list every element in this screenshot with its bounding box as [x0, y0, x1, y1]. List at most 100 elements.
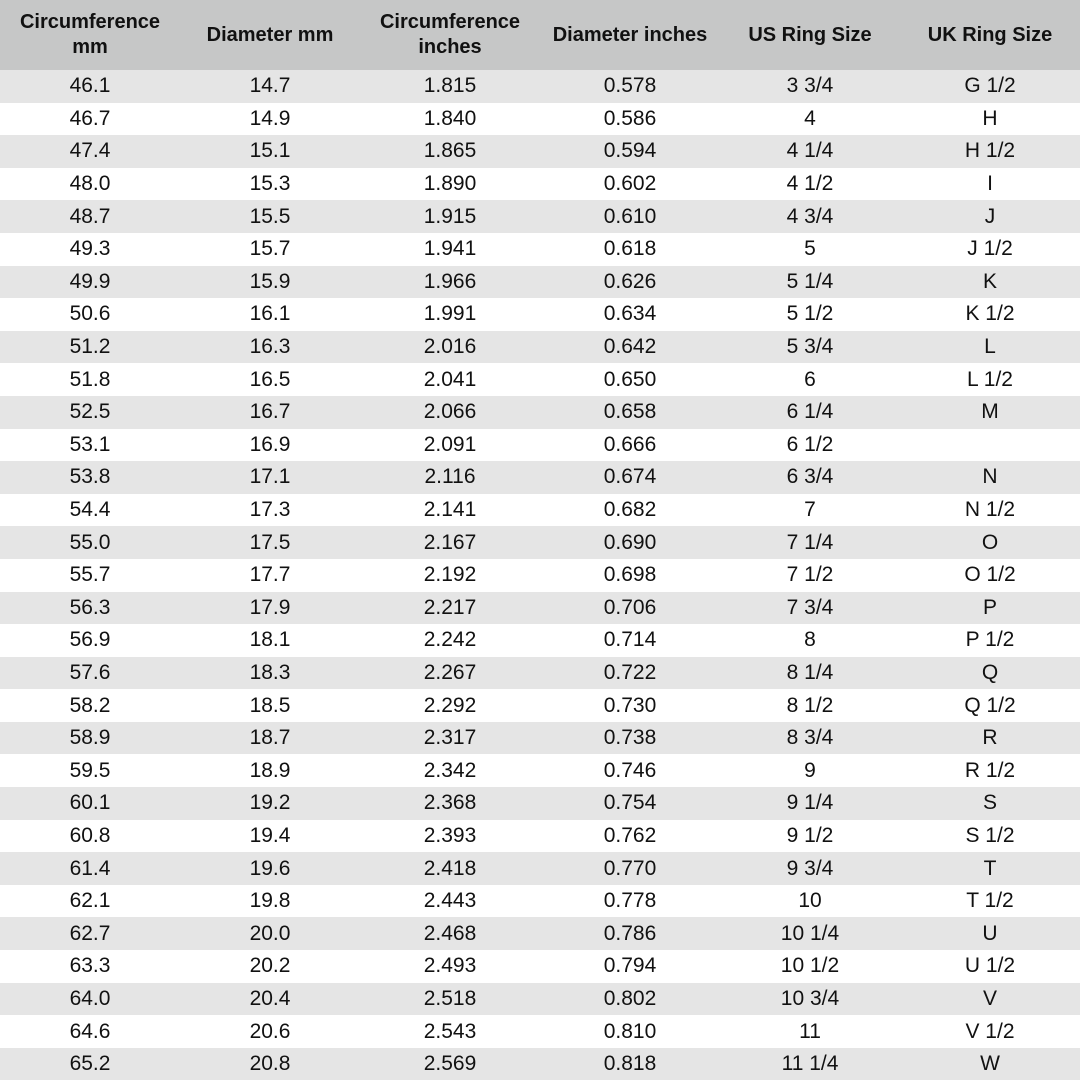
- cell-us-ring-size: 7 1/4: [720, 526, 900, 559]
- cell-circumference-inches: 2.217: [360, 591, 540, 625]
- cell-circumference-mm: 64.0: [0, 982, 180, 1016]
- cell-diameter-mm: 19.2: [180, 787, 360, 820]
- cell-uk-ring-size: V 1/2: [900, 1015, 1080, 1048]
- cell-diameter-mm: 16.9: [180, 428, 360, 462]
- cell-circumference-mm: 55.0: [0, 526, 180, 559]
- cell-circumference-inches: 1.890: [360, 167, 540, 201]
- cell-uk-ring-size: R 1/2: [900, 754, 1080, 788]
- cell-us-ring-size: 10 3/4: [720, 982, 900, 1016]
- cell-circumference-mm: 59.5: [0, 754, 180, 788]
- table-row: 56.9 18.1 2.242 0.714 8 P 1/2: [0, 624, 1080, 657]
- cell-diameter-inches: 0.586: [540, 102, 720, 136]
- cell-diameter-inches: 0.682: [540, 493, 720, 527]
- cell-us-ring-size: 8 1/2: [720, 689, 900, 722]
- cell-diameter-inches: 0.666: [540, 428, 720, 462]
- cell-circumference-mm: 57.6: [0, 656, 180, 690]
- table-row: 53.1 16.9 2.091 0.666 6 1/2: [0, 428, 1080, 462]
- cell-diameter-mm: 20.4: [180, 982, 360, 1016]
- cell-us-ring-size: 11: [720, 1015, 900, 1048]
- cell-circumference-inches: 2.543: [360, 1015, 540, 1048]
- cell-diameter-inches: 0.658: [540, 395, 720, 429]
- cell-uk-ring-size: N: [900, 461, 1080, 494]
- cell-uk-ring-size: S: [900, 787, 1080, 820]
- cell-diameter-inches: 0.690: [540, 526, 720, 559]
- table-row: 52.5 16.7 2.066 0.658 6 1/4 M: [0, 395, 1080, 429]
- cell-diameter-mm: 18.5: [180, 689, 360, 722]
- cell-circumference-inches: 1.966: [360, 265, 540, 299]
- cell-diameter-mm: 20.2: [180, 950, 360, 983]
- cell-circumference-mm: 47.4: [0, 135, 180, 168]
- cell-uk-ring-size: V: [900, 982, 1080, 1016]
- cell-us-ring-size: 4: [720, 102, 900, 136]
- table-row: 55.0 17.5 2.167 0.690 7 1/4 O: [0, 526, 1080, 559]
- cell-diameter-inches: 0.610: [540, 200, 720, 233]
- cell-uk-ring-size: U 1/2: [900, 950, 1080, 983]
- table-row: 50.6 16.1 1.991 0.634 5 1/2 K 1/2: [0, 298, 1080, 331]
- cell-uk-ring-size: N 1/2: [900, 493, 1080, 527]
- cell-diameter-mm: 17.7: [180, 558, 360, 592]
- cell-uk-ring-size: J: [900, 200, 1080, 233]
- table-row: 62.1 19.8 2.443 0.778 10 T 1/2: [0, 884, 1080, 918]
- cell-us-ring-size: 8 1/4: [720, 656, 900, 690]
- cell-diameter-inches: 0.818: [540, 1047, 720, 1080]
- table-row: 60.8 19.4 2.393 0.762 9 1/2 S 1/2: [0, 819, 1080, 853]
- cell-diameter-inches: 0.794: [540, 950, 720, 983]
- table-row: 48.7 15.5 1.915 0.610 4 3/4 J: [0, 200, 1080, 233]
- cell-us-ring-size: 11 1/4: [720, 1047, 900, 1080]
- cell-circumference-inches: 2.368: [360, 787, 540, 820]
- table-row: 46.1 14.7 1.815 0.578 3 3/4 G 1/2: [0, 70, 1080, 103]
- table-row: 62.7 20.0 2.468 0.786 10 1/4 U: [0, 917, 1080, 951]
- cell-circumference-inches: 2.016: [360, 330, 540, 364]
- table-row: 60.1 19.2 2.368 0.754 9 1/4 S: [0, 787, 1080, 820]
- cell-circumference-inches: 2.518: [360, 982, 540, 1016]
- cell-circumference-inches: 2.041: [360, 363, 540, 396]
- cell-circumference-inches: 2.317: [360, 721, 540, 755]
- cell-diameter-mm: 16.7: [180, 395, 360, 429]
- cell-us-ring-size: 10 1/4: [720, 917, 900, 951]
- cell-diameter-inches: 0.738: [540, 721, 720, 755]
- cell-us-ring-size: 9 3/4: [720, 852, 900, 885]
- cell-uk-ring-size: K: [900, 265, 1080, 299]
- cell-circumference-mm: 62.1: [0, 884, 180, 918]
- cell-circumference-mm: 60.8: [0, 819, 180, 853]
- cell-us-ring-size: 9 1/2: [720, 819, 900, 853]
- table-row: 51.2 16.3 2.016 0.642 5 3/4 L: [0, 330, 1080, 364]
- cell-circumference-inches: 2.141: [360, 493, 540, 527]
- table-row: 61.4 19.6 2.418 0.770 9 3/4 T: [0, 852, 1080, 885]
- table-row: 58.2 18.5 2.292 0.730 8 1/2 Q 1/2: [0, 689, 1080, 722]
- cell-diameter-mm: 14.7: [180, 70, 360, 103]
- cell-circumference-mm: 56.3: [0, 591, 180, 625]
- cell-circumference-inches: 2.192: [360, 558, 540, 592]
- cell-diameter-inches: 0.802: [540, 982, 720, 1016]
- cell-diameter-mm: 18.7: [180, 721, 360, 755]
- header-diameter-inches: Diameter inches: [540, 0, 720, 70]
- cell-us-ring-size: 7 1/2: [720, 558, 900, 592]
- cell-diameter-inches: 0.634: [540, 298, 720, 331]
- cell-uk-ring-size: S 1/2: [900, 819, 1080, 853]
- cell-uk-ring-size: P: [900, 591, 1080, 625]
- table-row: 53.8 17.1 2.116 0.674 6 3/4 N: [0, 461, 1080, 494]
- cell-circumference-inches: 2.116: [360, 461, 540, 494]
- cell-diameter-inches: 0.730: [540, 689, 720, 722]
- cell-circumference-mm: 50.6: [0, 298, 180, 331]
- cell-diameter-mm: 15.9: [180, 265, 360, 299]
- cell-diameter-inches: 0.778: [540, 884, 720, 918]
- cell-us-ring-size: 4 1/2: [720, 167, 900, 201]
- table-body: 46.1 14.7 1.815 0.578 3 3/4 G 1/2 46.7 14.9 1.84…: [0, 70, 1080, 1080]
- cell-circumference-mm: 46.1: [0, 70, 180, 103]
- cell-diameter-inches: 0.594: [540, 135, 720, 168]
- cell-uk-ring-size: H 1/2: [900, 135, 1080, 168]
- table-row: 46.7 14.9 1.840 0.586 4 H: [0, 102, 1080, 136]
- table-row: 64.0 20.4 2.518 0.802 10 3/4 V: [0, 982, 1080, 1016]
- cell-uk-ring-size: K 1/2: [900, 298, 1080, 331]
- cell-diameter-mm: 17.9: [180, 591, 360, 625]
- cell-circumference-inches: 1.941: [360, 232, 540, 266]
- cell-circumference-inches: 2.493: [360, 950, 540, 983]
- cell-diameter-mm: 18.1: [180, 624, 360, 657]
- table-row: 63.3 20.2 2.493 0.794 10 1/2 U 1/2: [0, 950, 1080, 983]
- cell-circumference-inches: 1.915: [360, 200, 540, 233]
- cell-diameter-mm: 19.4: [180, 819, 360, 853]
- cell-circumference-mm: 58.9: [0, 721, 180, 755]
- cell-circumference-mm: 55.7: [0, 558, 180, 592]
